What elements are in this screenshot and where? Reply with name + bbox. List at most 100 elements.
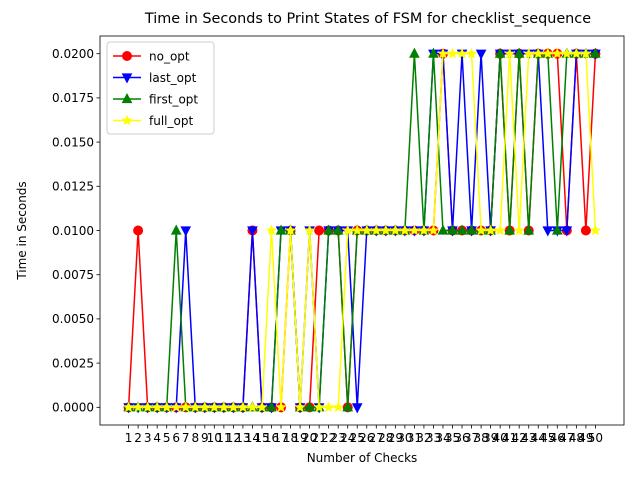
x-tick-label: 2 xyxy=(134,431,142,445)
data-point-full_opt xyxy=(427,224,439,236)
x-tick-label: 6 xyxy=(172,431,180,445)
data-point-full_opt xyxy=(256,401,268,413)
data-point-first_opt xyxy=(523,224,535,235)
data-point-first_opt xyxy=(304,401,315,412)
x-tick-label: 27 xyxy=(369,431,384,445)
x-tick-label: 14 xyxy=(245,431,260,445)
x-tick-label: 9 xyxy=(201,431,209,445)
data-point-full_opt xyxy=(170,401,182,413)
x-tick-label: 13 xyxy=(235,431,250,445)
legend-marker xyxy=(121,73,133,84)
x-tick-label: 10 xyxy=(207,431,222,445)
legend-label: full_opt xyxy=(149,114,193,128)
data-point-last_opt xyxy=(561,226,573,237)
data-point-first_opt xyxy=(170,224,182,235)
x-tick-label: 5 xyxy=(163,431,171,445)
data-point-full_opt xyxy=(151,401,163,413)
data-point-no_opt xyxy=(133,225,144,236)
data-point-full_opt xyxy=(418,224,430,236)
data-point-no_opt xyxy=(580,225,591,236)
data-point-full_opt xyxy=(580,47,592,59)
x-tick-label: 17 xyxy=(273,431,288,445)
data-point-last_opt xyxy=(351,403,363,414)
data-point-full_opt xyxy=(456,47,468,59)
legend-label: last_opt xyxy=(149,71,197,85)
data-point-no_opt xyxy=(314,225,325,236)
data-point-full_opt xyxy=(246,401,258,413)
data-point-full_opt xyxy=(313,401,325,413)
data-point-full_opt xyxy=(361,224,373,236)
x-tick-label: 45 xyxy=(540,431,555,445)
data-point-full_opt xyxy=(180,401,192,413)
data-point-full_opt xyxy=(227,401,239,413)
y-tick-label: 0.0175 xyxy=(52,91,94,105)
data-point-first_opt xyxy=(437,224,449,235)
data-point-full_opt xyxy=(332,401,344,413)
data-point-full_opt xyxy=(570,47,582,59)
x-tick-label: 44 xyxy=(531,431,546,445)
x-tick-label: 30 xyxy=(397,431,412,445)
x-tick-label: 28 xyxy=(378,431,393,445)
x-tick-label: 42 xyxy=(512,431,527,445)
data-point-full_opt xyxy=(294,401,306,413)
y-tick-label: 0.0050 xyxy=(52,312,94,326)
x-tick-label: 23 xyxy=(331,431,346,445)
x-tick-label: 41 xyxy=(502,431,517,445)
x-tick-label: 12 xyxy=(226,431,241,445)
x-tick-label: 25 xyxy=(350,431,365,445)
y-tick-label: 0.0125 xyxy=(52,180,94,194)
x-tick-label: 31 xyxy=(407,431,422,445)
data-point-last_opt xyxy=(247,226,258,237)
legend-item-first_opt: first_opt xyxy=(113,92,198,106)
data-point-first_opt xyxy=(456,224,468,235)
data-point-first_opt xyxy=(513,47,525,58)
data-point-full_opt xyxy=(542,47,554,59)
data-point-last_opt xyxy=(180,226,192,237)
data-point-full_opt xyxy=(589,224,601,236)
x-tick-label: 37 xyxy=(464,431,479,445)
x-tick-label: 34 xyxy=(435,431,450,445)
x-tick-label: 22 xyxy=(321,431,336,445)
data-point-full_opt xyxy=(475,224,487,236)
y-tick-label: 0.0075 xyxy=(52,268,94,282)
data-point-full_opt xyxy=(189,401,201,413)
data-point-full_opt xyxy=(446,47,459,59)
legend-marker xyxy=(121,114,133,126)
x-tick-label: 7 xyxy=(182,431,190,445)
data-point-first_opt xyxy=(428,47,439,58)
x-tick-label: 3 xyxy=(144,431,152,445)
x-tick-label: 19 xyxy=(292,431,307,445)
axes-frame xyxy=(99,35,625,426)
series-full_opt xyxy=(123,47,601,413)
data-point-full_opt xyxy=(513,224,525,236)
x-tick-label: 50 xyxy=(588,431,603,445)
data-point-full_opt xyxy=(285,224,297,236)
x-axis-ticks: 1 2 3 4 5 6 7 8 91011121314151617181920212223242… xyxy=(125,425,603,445)
data-point-full_opt xyxy=(208,401,220,413)
x-tick-label: 20 xyxy=(302,431,317,445)
x-tick-label: 43 xyxy=(521,431,536,445)
data-point-full_opt xyxy=(466,47,478,59)
x-tick-label: 26 xyxy=(359,431,374,445)
x-tick-label: 40 xyxy=(493,431,508,445)
x-tick-label: 33 xyxy=(426,431,441,445)
data-point-first_opt xyxy=(447,224,458,235)
y-tick-label: 0.0000 xyxy=(52,401,94,415)
x-tick-label: 15 xyxy=(254,431,269,445)
data-point-full_opt xyxy=(351,224,363,236)
x-tick-label: 1 xyxy=(125,431,133,445)
data-point-full_opt xyxy=(323,401,335,413)
data-point-full_opt xyxy=(523,47,535,59)
y-tick-label: 0.0025 xyxy=(52,356,94,370)
data-point-full_opt xyxy=(370,224,382,236)
legend: no_opt last_opt first_opt full_opt xyxy=(106,41,215,135)
data-point-first_opt xyxy=(342,401,354,412)
x-tick-label: 48 xyxy=(569,431,584,445)
series-group xyxy=(123,47,601,414)
x-tick-label: 21 xyxy=(311,431,326,445)
data-point-full_opt xyxy=(142,401,154,413)
legend-item-last_opt: last_opt xyxy=(113,71,197,85)
data-point-full_opt xyxy=(304,224,316,236)
data-point-full_opt xyxy=(123,401,135,413)
